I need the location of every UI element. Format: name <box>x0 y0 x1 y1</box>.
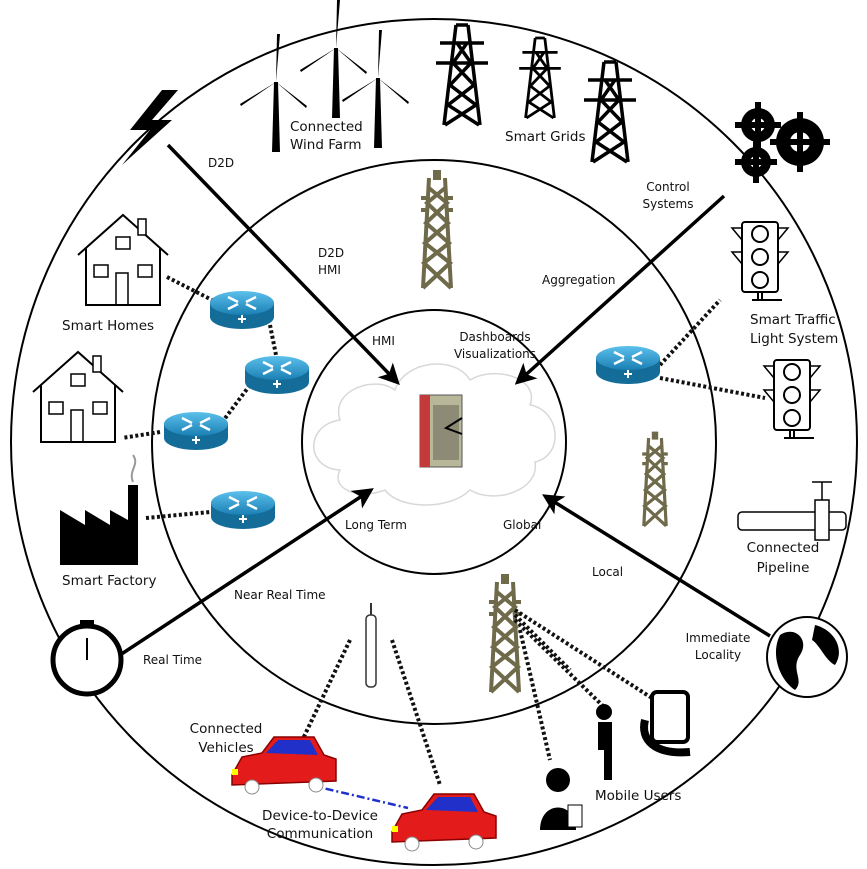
label: Connected Wind Farm <box>290 119 363 153</box>
label: Control Systems <box>643 180 694 211</box>
middle-ring <box>151 159 717 725</box>
pipeline <box>737 481 847 541</box>
router <box>243 354 311 396</box>
label: Real Time <box>143 653 202 667</box>
label: Smart Grids <box>505 129 586 145</box>
label: Connected Vehicles <box>190 721 263 756</box>
arrow <box>514 194 726 385</box>
label: Device-to-Device Communication <box>262 808 378 842</box>
router <box>208 289 276 331</box>
stopwatch <box>50 620 124 697</box>
gears <box>735 102 830 183</box>
server <box>419 394 463 468</box>
tower <box>487 572 523 694</box>
label: Long Term <box>345 518 407 532</box>
mobile-users <box>540 690 691 830</box>
antenna <box>365 603 377 688</box>
label: Dashboards Visualizations <box>454 330 536 361</box>
label: Smart Factory <box>62 573 156 589</box>
arrow <box>119 488 374 657</box>
arrow <box>542 494 771 638</box>
router <box>162 410 230 452</box>
label: D2D HMI <box>318 246 344 277</box>
car <box>391 793 497 852</box>
label: Smart Traffic Light System <box>750 312 838 347</box>
label: HMI <box>372 334 395 348</box>
label: Aggregation <box>542 273 615 287</box>
arrow <box>166 143 400 386</box>
d2d-link <box>309 783 409 810</box>
house <box>77 214 169 306</box>
label: Local <box>592 565 623 579</box>
outer-ring <box>10 18 858 866</box>
traffic-light <box>731 221 789 301</box>
pylon <box>582 60 638 164</box>
dotted-link <box>121 275 766 786</box>
router <box>209 489 277 531</box>
house <box>32 351 124 443</box>
tower <box>640 430 670 528</box>
router <box>594 344 662 386</box>
traffic-light <box>763 359 821 439</box>
pylon <box>434 23 490 127</box>
label: D2D <box>208 156 234 170</box>
lightning <box>122 90 178 165</box>
label: Mobile Users <box>595 788 681 804</box>
label: Global <box>503 518 541 532</box>
pylon <box>517 36 563 120</box>
label: Smart Homes <box>62 318 154 334</box>
label: Near Real Time <box>234 588 326 602</box>
label: Connected Pipeline <box>747 540 820 576</box>
globe <box>766 616 848 698</box>
label: Immediate Locality <box>686 631 751 662</box>
factory <box>60 454 138 565</box>
tower <box>419 168 455 290</box>
turbine <box>300 0 367 118</box>
